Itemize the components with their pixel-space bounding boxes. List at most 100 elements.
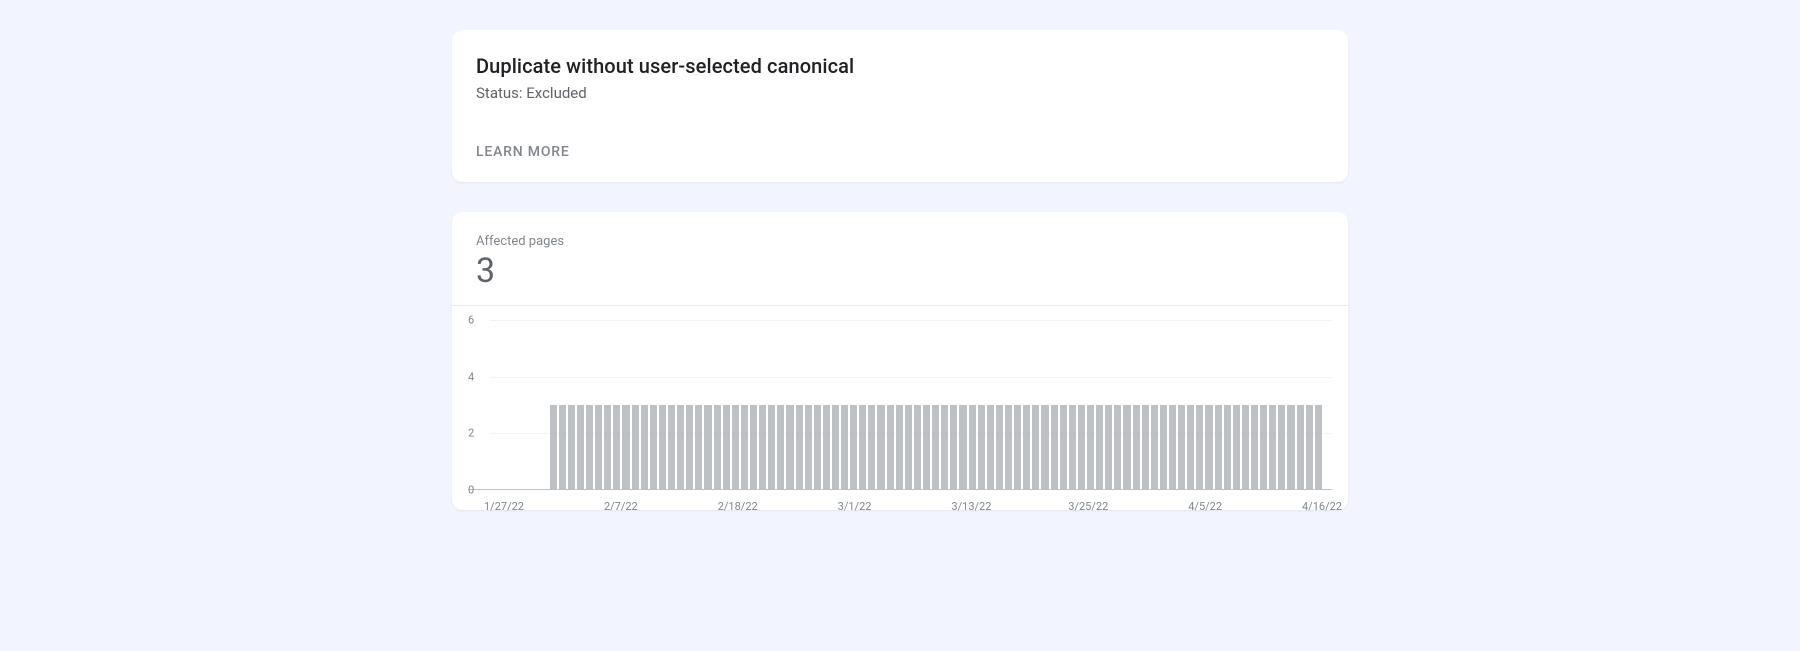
chart-bar xyxy=(1023,405,1030,490)
chart-bar xyxy=(1069,405,1076,490)
chart-bar xyxy=(568,405,575,490)
chart-bar xyxy=(1215,405,1222,490)
chart-bar xyxy=(577,405,584,490)
x-tick-label: 3/25/22 xyxy=(1068,500,1108,513)
x-tick-label: 3/13/22 xyxy=(951,500,991,513)
chart-bar xyxy=(1224,405,1231,490)
chart-header: Affected pages 3 xyxy=(452,212,1348,305)
chart-bar xyxy=(723,405,730,490)
chart-bar xyxy=(1315,405,1322,490)
chart-bar xyxy=(932,405,939,490)
chart-bar xyxy=(750,405,757,490)
chart-bar xyxy=(595,405,602,490)
y-tick-label: 4 xyxy=(468,370,474,383)
issue-title: Duplicate without user-selected canonica… xyxy=(476,54,1324,78)
chart-bar xyxy=(1205,405,1212,490)
x-tick-label: 2/7/22 xyxy=(604,500,638,513)
chart-bar xyxy=(668,405,675,490)
chart-bar xyxy=(1105,405,1112,490)
chart-bar xyxy=(896,405,903,490)
chart-bar xyxy=(1114,405,1121,490)
chart-bar xyxy=(650,405,657,490)
chart-bar xyxy=(704,405,711,490)
chart-bar xyxy=(604,405,611,490)
chart-bar xyxy=(1032,405,1039,490)
chart-bar xyxy=(1087,405,1094,490)
chart-bar xyxy=(1096,405,1103,490)
chart-bar xyxy=(714,405,721,490)
chart-bar xyxy=(1269,405,1276,490)
chart-bar xyxy=(823,405,830,490)
chart-bar xyxy=(814,405,821,490)
chart-bar xyxy=(868,405,875,490)
chart-bar xyxy=(850,405,857,490)
chart-bar xyxy=(1060,405,1067,490)
x-tick-label: 4/16/22 xyxy=(1302,500,1342,513)
chart-label: Affected pages xyxy=(476,234,1324,249)
chart-bar xyxy=(1242,405,1249,490)
learn-more-link[interactable]: LEARN MORE xyxy=(476,144,570,160)
chart-bar xyxy=(905,405,912,490)
x-tick-label: 3/1/22 xyxy=(838,500,872,513)
chart-bar xyxy=(877,405,884,490)
chart-bar xyxy=(996,405,1003,490)
chart-bar xyxy=(1160,405,1167,490)
y-tick-label: 6 xyxy=(468,314,474,327)
affected-pages-card: Affected pages 3 0 2 4 6 1/27/22 2/7/22 2/18/… xyxy=(452,212,1348,510)
chart-bar xyxy=(1005,405,1012,490)
chart-bar xyxy=(741,405,748,490)
chart-bar xyxy=(1306,405,1313,490)
chart-bar xyxy=(1187,405,1194,490)
chart-bar xyxy=(1278,405,1285,490)
x-tick-label: 2/18/22 xyxy=(718,500,758,513)
chart-bar xyxy=(887,405,894,490)
chart-bar xyxy=(969,405,976,490)
chart-bar xyxy=(677,405,684,490)
chart-bar xyxy=(832,405,839,490)
chart-bar xyxy=(786,405,793,490)
chart-bar xyxy=(959,405,966,490)
chart-bar xyxy=(550,405,557,490)
chart-bar xyxy=(859,405,866,490)
chart-bar xyxy=(1251,405,1258,490)
chart-bar xyxy=(659,405,666,490)
chart-bar xyxy=(1078,405,1085,490)
chart-bar xyxy=(978,405,985,490)
chart-bar xyxy=(632,405,639,490)
chart-bar xyxy=(1297,405,1304,490)
chart-bar xyxy=(914,405,921,490)
chart-bar xyxy=(686,405,693,490)
chart-bar xyxy=(695,405,702,490)
chart-bar xyxy=(1178,405,1185,490)
chart-bar xyxy=(559,405,566,490)
issue-status: Status: Excluded xyxy=(476,84,1324,102)
chart-bar xyxy=(1287,405,1294,490)
issue-header-card: Duplicate without user-selected canonica… xyxy=(452,30,1348,182)
chart-bar xyxy=(1151,405,1158,490)
x-tick-label: 1/27/22 xyxy=(484,500,524,513)
chart-bar xyxy=(768,405,775,490)
chart-bar xyxy=(759,405,766,490)
chart-bar xyxy=(586,405,593,490)
chart-body: 0 2 4 6 1/27/22 2/7/22 2/18/22 3/1/22 3/13/22 3/… xyxy=(452,306,1348,510)
chart-bar xyxy=(1260,405,1267,490)
chart-bar xyxy=(1133,405,1140,490)
y-tick-label: 2 xyxy=(468,427,474,440)
chart-bar xyxy=(841,405,848,490)
chart-bar xyxy=(1233,405,1240,490)
chart-bar xyxy=(641,405,648,490)
chart-bar xyxy=(987,405,994,490)
chart-bar xyxy=(1123,405,1130,490)
chart-bar xyxy=(1051,405,1058,490)
chart-bar xyxy=(796,405,803,490)
chart-bar xyxy=(1142,405,1149,490)
bar-chart: 0246 1/27/222/7/222/18/223/1/223/13/223/… xyxy=(468,320,1332,490)
chart-bar xyxy=(622,405,629,490)
chart-bar xyxy=(1014,405,1021,490)
chart-bar xyxy=(941,405,948,490)
chart-bar xyxy=(732,405,739,490)
chart-value: 3 xyxy=(476,251,1324,291)
chart-bar xyxy=(1041,405,1048,490)
chart-bar xyxy=(1196,405,1203,490)
y-tick-label: 0 xyxy=(468,484,474,497)
